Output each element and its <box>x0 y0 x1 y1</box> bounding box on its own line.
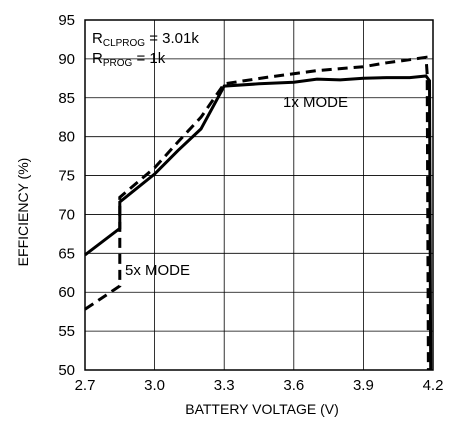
y-tick-label: 90 <box>58 51 75 68</box>
y-tick-label: 50 <box>58 362 75 379</box>
y-tick-label: 85 <box>58 90 75 107</box>
mode-1x-label: 1x MODE <box>283 94 348 111</box>
y-tick-label: 95 <box>58 12 75 29</box>
y-tick-label: 80 <box>58 129 75 146</box>
y-tick-label: 55 <box>58 323 75 340</box>
x-tick-label: 3.0 <box>144 377 165 394</box>
plot-frame <box>84 19 434 371</box>
y-tick-label: 70 <box>58 206 75 223</box>
series-line-dashed <box>84 55 430 371</box>
rclprog-annotation: RCLPROG = 3.01k <box>92 30 199 49</box>
mode-5x-label: 5x MODE <box>125 262 190 279</box>
x-tick-label: 2.7 <box>75 377 96 394</box>
x-tick-label: 3.6 <box>283 377 304 394</box>
x-tick-label: 3.3 <box>214 377 235 394</box>
rprog-annotation: RPROG = 1k <box>92 50 166 69</box>
x-tick-label: 4.2 <box>423 377 444 394</box>
series-line-solid <box>84 74 433 371</box>
grid <box>85 20 433 370</box>
tick-labels: 2.7 3.0 3.3 3.6 3.9 4.2 50 55 60 65 70 75 80 85 90 95 <box>58 12 443 394</box>
y-tick-label: 60 <box>58 284 75 301</box>
y-axis-label: EFFICIENCY (%) <box>15 158 31 267</box>
series-layer <box>84 55 433 371</box>
y-tick-label: 75 <box>58 168 75 185</box>
x-tick-label: 3.9 <box>353 377 374 394</box>
x-axis-label: BATTERY VOLTAGE (V) <box>185 401 339 417</box>
y-tick-label: 65 <box>58 245 75 262</box>
